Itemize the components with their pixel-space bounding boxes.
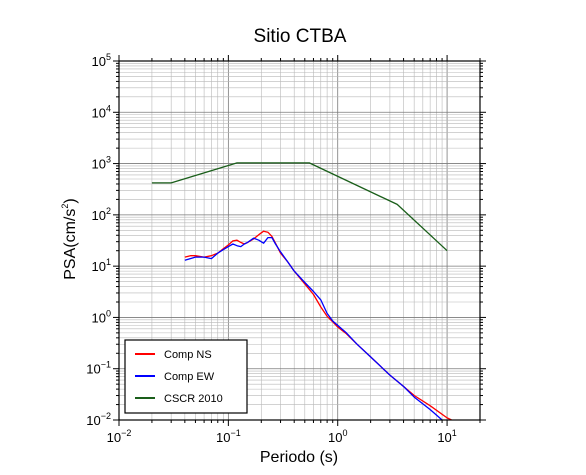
legend-label-1: Comp NS: [164, 349, 212, 361]
y-tick-label: 10−1: [86, 360, 111, 377]
y-tick-label: 103: [92, 155, 111, 172]
y-axis-label: PSA(cm/s2): [60, 198, 79, 279]
legend: Comp NS Comp EW CSCR 2010: [124, 339, 248, 414]
y-axis-label-end: ): [62, 198, 79, 203]
plot-frame: [118, 60, 481, 421]
series-group: [151, 162, 452, 420]
y-tick-label: 102: [92, 206, 111, 223]
y-axis-label-sup: 2: [60, 204, 70, 209]
y-tick-label: 10−2: [86, 411, 111, 428]
x-tick-label: 100: [328, 428, 347, 445]
y-tick-label: 105: [92, 52, 111, 69]
y-tick-label: 104: [92, 103, 111, 120]
series-line-2: [184, 236, 443, 420]
y-axis-label-base: PSA(cm/s: [62, 209, 79, 280]
chart-title: Sitio CTBA: [254, 26, 347, 47]
y-tick-label: 100: [92, 308, 111, 325]
legend-label-2: Comp EW: [164, 371, 215, 383]
series-line-3: [151, 162, 448, 252]
y-tick-label: 101: [92, 257, 111, 274]
legend-label-3: CSCR 2010: [164, 393, 223, 405]
tick-labels: 10−2 10−1 100 101 10−2 10−1 100 101 102 103 104 105: [86, 52, 457, 445]
x-axis-label: Periodo (s): [260, 449, 338, 466]
x-tick-label: 10−1: [216, 428, 241, 445]
x-tick-label: 101: [437, 428, 456, 445]
tick-group: [113, 55, 486, 426]
grid: [118, 60, 481, 421]
x-tick-label: 10−2: [107, 428, 132, 445]
